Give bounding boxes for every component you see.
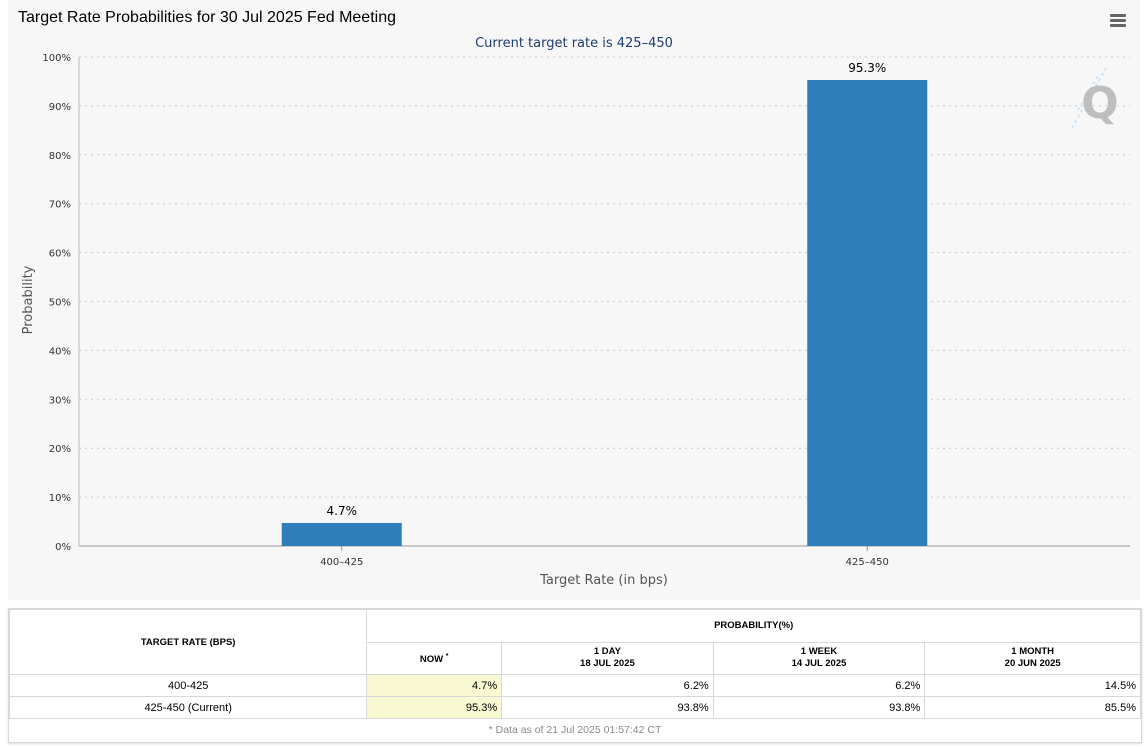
row-1-day-value: 6.2%: [501, 674, 714, 697]
data-timestamp-footnote: * Data as of 21 Jul 2025 01:57:42 CT: [488, 724, 662, 736]
bar-data-label: 4.7%: [327, 504, 358, 518]
header-1-month: 1 MONTH 20 JUN 2025: [924, 641, 1141, 675]
bar-chart: Current target rate is 425–450 0% 10% 20% 3…: [21, 36, 1130, 588]
row-now-value: 4.7%: [366, 674, 503, 697]
header-1-month-date: 20 JUN 2025: [1004, 658, 1061, 670]
bar[interactable]: [807, 79, 928, 546]
header-1-week: 1 WEEK 14 JUL 2025: [712, 641, 926, 675]
row-1-week-value: 6.2%: [712, 674, 926, 697]
x-tick-label: 400–425: [320, 557, 363, 568]
y-tick-label: 80%: [49, 151, 71, 162]
q-logo-watermark: Q: [1071, 67, 1119, 129]
row-1-day-value: 93.8%: [501, 696, 714, 719]
row-target-rate: 400-425: [8, 674, 368, 697]
y-tick-label: 70%: [49, 200, 71, 211]
y-tick-label: 60%: [49, 249, 71, 260]
header-now-asterisk: *: [445, 652, 449, 660]
row-1-week-value: 93.8%: [712, 696, 926, 719]
bar[interactable]: [281, 523, 402, 546]
row-1-month-value: 85.5%: [924, 696, 1141, 719]
header-1-day-label: 1 DAY: [593, 646, 621, 658]
y-axis-label: Probability: [21, 265, 36, 334]
y-tick-label: 40%: [49, 346, 71, 357]
header-1-month-label: 1 MONTH: [1011, 646, 1055, 658]
row-now-value: 95.3%: [366, 696, 503, 719]
y-tick-label: 10%: [49, 493, 71, 504]
table-row: 425-450 (Current) 95.3% 93.8% 93.8% 85.5…: [8, 696, 1141, 719]
chart-panel: Target Rate Probabilities for 30 Jul 202…: [8, 0, 1140, 600]
header-target-rate: TARGET RATE (BPS): [8, 609, 368, 675]
x-axis-label: Target Rate (in bps): [539, 573, 668, 588]
x-tick-label: 425–450: [846, 557, 889, 568]
y-tick-label: 50%: [49, 298, 71, 309]
header-now-label: NOW: [419, 653, 444, 665]
chart-title: Target Rate Probabilities for 30 Jul 202…: [18, 9, 396, 26]
y-tick-label: 20%: [49, 444, 71, 455]
header-probability: PROBABILITY(%): [366, 609, 1141, 643]
hamburger-menu-icon[interactable]: [1108, 12, 1128, 30]
y-tick-label: 30%: [49, 395, 71, 406]
svg-text:Q: Q: [1081, 78, 1118, 129]
bar-data-label: 95.3%: [848, 61, 886, 75]
row-target-rate: 425-450 (Current): [8, 696, 368, 719]
y-tick-label: 100%: [42, 53, 71, 64]
y-tick-label: 0%: [55, 542, 71, 553]
chart-subtitle: Current target rate is 425–450: [475, 36, 673, 51]
table-row: 400-425 4.7% 6.2% 6.2% 14.5%: [8, 674, 1141, 697]
probability-table: TARGET RATE (BPS) PROBABILITY(%) NOW * 1…: [8, 609, 1141, 719]
header-1-day-date: 18 JUL 2025: [580, 658, 635, 670]
header-now: NOW *: [366, 641, 503, 675]
row-1-month-value: 14.5%: [924, 674, 1141, 697]
y-tick-label: 90%: [49, 102, 71, 113]
header-1-week-date: 14 JUL 2025: [791, 658, 847, 670]
header-1-week-label: 1 WEEK: [800, 646, 838, 658]
header-1-day: 1 DAY 18 JUL 2025: [501, 641, 714, 675]
probability-table-panel: TARGET RATE (BPS) PROBABILITY(%) NOW * 1…: [8, 608, 1142, 743]
